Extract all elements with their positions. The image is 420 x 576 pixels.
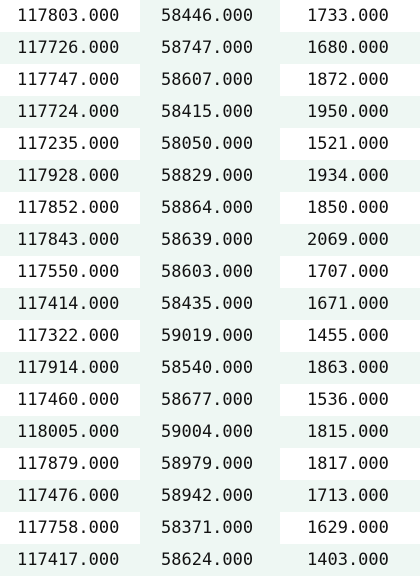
table-row: 117843.000 58639.000 2069.000: [0, 224, 420, 256]
table-cell: 58435.000: [140, 288, 280, 320]
table-cell: 58747.000: [140, 32, 280, 64]
table-cell: 117476.000: [0, 480, 140, 512]
table-row: 117724.000 58415.000 1950.000: [0, 96, 420, 128]
table-cell: 58677.000: [140, 384, 280, 416]
table-cell: 117852.000: [0, 192, 140, 224]
table-cell: 117879.000: [0, 448, 140, 480]
table-cell: 117414.000: [0, 288, 140, 320]
table-cell: 58607.000: [140, 64, 280, 96]
table-cell: 117322.000: [0, 320, 140, 352]
table-cell: 117550.000: [0, 256, 140, 288]
table-row: 117476.000 58942.000 1713.000: [0, 480, 420, 512]
table-cell: 58415.000: [140, 96, 280, 128]
table-cell: 58624.000: [140, 544, 280, 576]
table-cell: 58540.000: [140, 352, 280, 384]
table-cell: 58371.000: [140, 512, 280, 544]
table-row: 117417.000 58624.000 1403.000: [0, 544, 420, 576]
table-row: 117928.000 58829.000 1934.000: [0, 160, 420, 192]
table-cell: 58829.000: [140, 160, 280, 192]
table-cell: 1872.000: [280, 64, 420, 96]
table-cell: 1850.000: [280, 192, 420, 224]
table-row: 117803.000 58446.000 1733.000: [0, 0, 420, 32]
table-cell: 117843.000: [0, 224, 140, 256]
table-row: 117758.000 58371.000 1629.000: [0, 512, 420, 544]
table-cell: 1629.000: [280, 512, 420, 544]
table-cell: 117235.000: [0, 128, 140, 160]
table-cell: 117460.000: [0, 384, 140, 416]
table-cell: 117724.000: [0, 96, 140, 128]
table-cell: 59019.000: [140, 320, 280, 352]
table-cell: 1934.000: [280, 160, 420, 192]
table-row: 117322.000 59019.000 1455.000: [0, 320, 420, 352]
table-row: 117914.000 58540.000 1863.000: [0, 352, 420, 384]
table-cell: 58446.000: [140, 0, 280, 32]
table-cell: 117928.000: [0, 160, 140, 192]
table-cell: 117417.000: [0, 544, 140, 576]
table-cell: 58979.000: [140, 448, 280, 480]
table-cell: 1733.000: [280, 0, 420, 32]
table-cell: 58864.000: [140, 192, 280, 224]
table-row: 117414.000 58435.000 1671.000: [0, 288, 420, 320]
table-cell: 118005.000: [0, 416, 140, 448]
table-row: 117852.000 58864.000 1850.000: [0, 192, 420, 224]
table-cell: 58639.000: [140, 224, 280, 256]
table-cell: 1713.000: [280, 480, 420, 512]
table-cell: 1815.000: [280, 416, 420, 448]
table-row: 117235.000 58050.000 1521.000: [0, 128, 420, 160]
table-cell: 117758.000: [0, 512, 140, 544]
table-row: 117879.000 58979.000 1817.000: [0, 448, 420, 480]
table-row: 117460.000 58677.000 1536.000: [0, 384, 420, 416]
table-cell: 1536.000: [280, 384, 420, 416]
table-cell: 1455.000: [280, 320, 420, 352]
table-row: 117550.000 58603.000 1707.000: [0, 256, 420, 288]
table-row: 117726.000 58747.000 1680.000: [0, 32, 420, 64]
table-cell: 117914.000: [0, 352, 140, 384]
table-cell: 2069.000: [280, 224, 420, 256]
table-cell: 58603.000: [140, 256, 280, 288]
table-row: 118005.000 59004.000 1815.000: [0, 416, 420, 448]
table-cell: 1863.000: [280, 352, 420, 384]
table-cell: 58050.000: [140, 128, 280, 160]
table-cell: 1671.000: [280, 288, 420, 320]
table-row: 117747.000 58607.000 1872.000: [0, 64, 420, 96]
table-cell: 1403.000: [280, 544, 420, 576]
table-cell: 59004.000: [140, 416, 280, 448]
table-cell: 58942.000: [140, 480, 280, 512]
table-cell: 1707.000: [280, 256, 420, 288]
table-cell: 1817.000: [280, 448, 420, 480]
table-cell: 1680.000: [280, 32, 420, 64]
table-cell: 117726.000: [0, 32, 140, 64]
table-cell: 117747.000: [0, 64, 140, 96]
table-cell: 1950.000: [280, 96, 420, 128]
table-cell: 117803.000: [0, 0, 140, 32]
table-cell: 1521.000: [280, 128, 420, 160]
